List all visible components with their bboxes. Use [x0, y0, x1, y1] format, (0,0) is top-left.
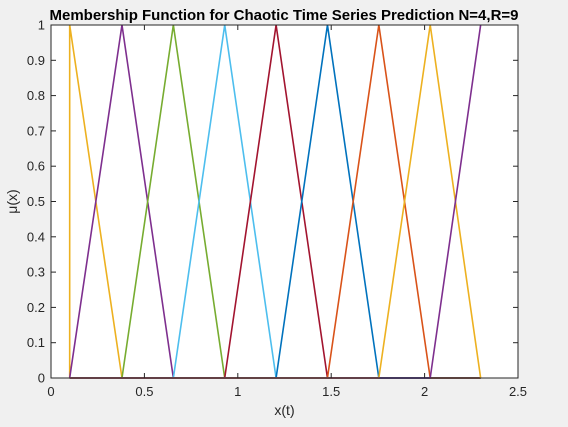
x-tick-label: 0.5 [135, 384, 153, 399]
y-axis-label: μ(x) [4, 189, 20, 213]
x-tick-label: 2 [421, 384, 428, 399]
x-tick-label: 1.5 [322, 384, 340, 399]
x-tick-label: 0 [47, 384, 54, 399]
y-tick-label: 0.4 [27, 229, 45, 244]
y-tick-label: 0.3 [27, 265, 45, 280]
x-axis-label: x(t) [274, 402, 294, 418]
x-tick-label: 1 [234, 384, 241, 399]
y-tick-label: 0.9 [27, 53, 45, 68]
x-tick-label: 2.5 [509, 384, 527, 399]
y-tick-label: 0 [38, 371, 45, 386]
y-tick-label: 0.1 [27, 335, 45, 350]
y-tick-label: 1 [38, 18, 45, 33]
y-tick-label: 0.8 [27, 88, 45, 103]
y-tick-label: 0.7 [27, 123, 45, 138]
y-tick-label: 0.6 [27, 159, 45, 174]
chart-title: Membership Function for Chaotic Time Ser… [50, 7, 519, 24]
y-tick-label: 0.5 [27, 194, 45, 209]
y-tick-label: 0.2 [27, 300, 45, 315]
